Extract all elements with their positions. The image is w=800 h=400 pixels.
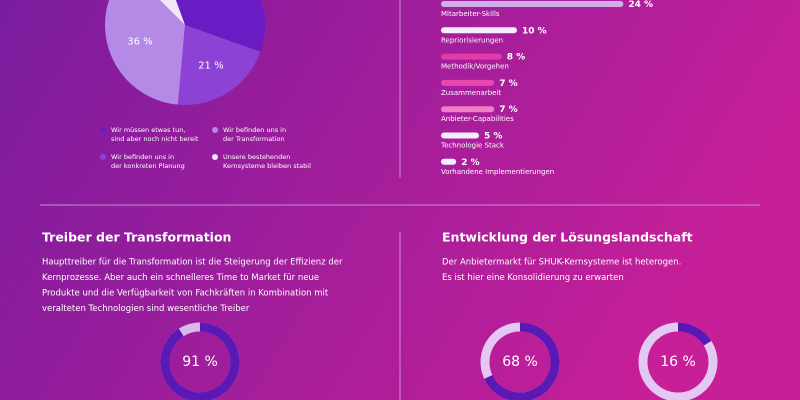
pie-slice xyxy=(177,25,261,106)
legend-label: Unsere bestehenden Kernsysteme bleiben st… xyxy=(223,153,311,170)
bar-value: 5 % xyxy=(484,132,502,142)
donut-label: 16 % xyxy=(660,354,696,370)
legend-line: der konkreten Planung xyxy=(111,162,185,170)
section-text: Haupttreiber für die Transformation ist … xyxy=(42,258,343,268)
donut-arc xyxy=(484,322,560,400)
slice-label: 36 % xyxy=(127,36,152,47)
section-text: Produkte und die Verfügbarkeit von Fachk… xyxy=(42,289,329,299)
pie-slice xyxy=(159,0,185,25)
slice-label: 21 % xyxy=(198,60,223,71)
donut-arc xyxy=(160,322,240,400)
donut-arc xyxy=(677,322,712,346)
legend-swatch xyxy=(212,154,218,160)
legend-line: der Transformation xyxy=(223,135,285,143)
donut-label: 68 % xyxy=(502,354,538,370)
bar-label: Technologie Stack xyxy=(440,142,505,150)
legend-line: Wir müssen etwas tun, xyxy=(111,126,185,134)
bar-value: 2 % xyxy=(461,158,479,168)
legend-swatch xyxy=(212,127,218,133)
bar-label: Mitarbeiter-Skills xyxy=(441,10,500,18)
legend-line: sind aber noch nicht bereit xyxy=(111,135,199,143)
legend-line: Wir befinden uns in xyxy=(223,126,286,134)
bar-label: Repriorisierungen xyxy=(441,36,503,44)
legend-label: Wir müssen etwas tun, sind aber noch nich… xyxy=(111,126,199,143)
bar xyxy=(441,158,457,165)
legend-swatch xyxy=(100,154,106,160)
bar-label: Methodik/Vorgehen xyxy=(441,63,509,71)
section-text: Der Anbietermarkt für SHUK-Kernsysteme i… xyxy=(442,258,681,268)
bar xyxy=(441,1,624,7)
legend-label: Wir befinden uns in der konkreten Planung xyxy=(111,153,185,170)
section-text: Es ist hier eine Konsolidierung zu erwar… xyxy=(442,273,624,283)
bar xyxy=(441,79,495,86)
legend-line: Wir befinden uns in xyxy=(111,153,174,161)
section-title: Treiber der Transformation xyxy=(42,230,231,245)
donut-label: 91 % xyxy=(182,354,218,370)
legend-line: Unsere bestehenden xyxy=(223,153,290,161)
bar-value: 7 % xyxy=(499,79,517,89)
bar xyxy=(441,27,517,34)
bar-value: 8 % xyxy=(507,53,525,63)
section-title: Entwicklung der Lösungslandschaft xyxy=(442,230,693,245)
bar xyxy=(441,132,479,139)
pie-slice xyxy=(175,0,265,52)
bar xyxy=(441,53,502,60)
bar-label: Zusammenarbeit xyxy=(441,89,501,97)
bar-label: Vorhandene Implementierungen xyxy=(441,168,554,176)
bar-value: 7 % xyxy=(499,105,517,115)
bar-value: 10 % xyxy=(522,26,547,36)
pie-slice xyxy=(105,0,185,105)
section-text: veralteten Technologien sind wesentliche… xyxy=(42,304,250,314)
legend-line: Kernsysteme bleiben stabil xyxy=(223,162,311,170)
bar xyxy=(441,106,495,113)
bar-value: 24 % xyxy=(628,0,653,10)
section-text: Kernprozesse. Aber auch ein schnelleres … xyxy=(42,273,319,283)
bar-label: Anbieter-Capabilities xyxy=(441,115,514,123)
legend-swatch xyxy=(100,127,106,133)
legend-label: Wir befinden uns in der Transformation xyxy=(223,126,286,143)
